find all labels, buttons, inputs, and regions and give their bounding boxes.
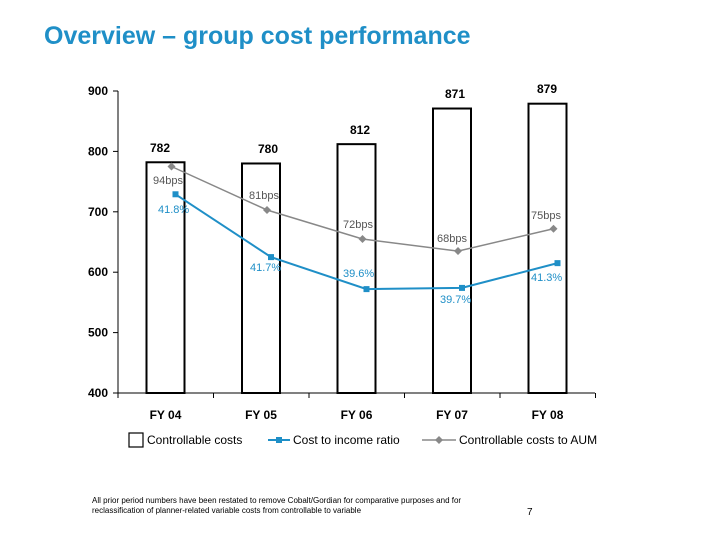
cost-to-income-label: 39.7% bbox=[440, 294, 471, 306]
cost-to-aum-marker bbox=[358, 234, 367, 243]
legend-line-diamond-icon bbox=[422, 436, 456, 444]
y-tick-label: 800 bbox=[88, 144, 108, 158]
x-tick-label: FY 05 bbox=[245, 408, 277, 422]
bar-series-controllable-costs bbox=[145, 102, 568, 395]
legend-line-square-icon bbox=[268, 437, 290, 443]
bar-value-label: 871 bbox=[445, 87, 465, 101]
y-tick-label: 400 bbox=[88, 386, 108, 400]
cost-to-income-marker bbox=[363, 286, 370, 293]
cost-to-aum-label: 81bps bbox=[249, 190, 279, 202]
x-tick-label: FY 06 bbox=[341, 408, 373, 422]
cost-to-aum-label: 75bps bbox=[531, 210, 561, 222]
page-title: Overview – group cost performance bbox=[44, 22, 471, 50]
bar bbox=[336, 143, 377, 394]
cost-to-income-marker bbox=[554, 260, 561, 267]
bar bbox=[527, 102, 568, 395]
bar-value-label: 780 bbox=[258, 142, 278, 156]
cost-to-aum-marker bbox=[263, 205, 271, 214]
legend-bar-swatch-icon bbox=[128, 432, 144, 448]
x-tick-label: FY 07 bbox=[436, 408, 468, 422]
cost-to-income-label: 41.7% bbox=[250, 262, 281, 274]
cost-to-aum-marker bbox=[549, 224, 558, 233]
bar-value-label: 782 bbox=[150, 141, 170, 155]
bar bbox=[145, 161, 186, 394]
legend-item-cost-to-income-ratio: Cost to income ratio bbox=[268, 432, 400, 448]
data-label-group: 782 780 812 871 879 41.8% 41.7% 39.6% 39.7% 41.3%… bbox=[150, 82, 562, 306]
bar-value-label: 879 bbox=[537, 82, 557, 96]
cost-to-income-label: 39.6% bbox=[343, 268, 374, 280]
cost-to-aum-marker bbox=[454, 247, 462, 256]
y-tick-label: 600 bbox=[88, 265, 108, 279]
cost-to-aum-label: 94bps bbox=[153, 175, 183, 187]
legend-label: Controllable costs to AUM bbox=[459, 433, 598, 447]
cost-to-income-marker bbox=[459, 284, 465, 291]
legend-label: Cost to income ratio bbox=[293, 433, 400, 447]
legend-item-controllable-costs-to-aum: Controllable costs to AUM bbox=[422, 432, 597, 448]
line-series-group bbox=[167, 162, 561, 293]
x-tick-label: FY 08 bbox=[532, 408, 564, 422]
cost-to-income-marker bbox=[268, 254, 274, 261]
cost-to-aum-label: 68bps bbox=[437, 233, 467, 245]
y-tick-label: 900 bbox=[88, 84, 108, 98]
x-tick-label: FY 04 bbox=[150, 408, 182, 422]
cost-to-income-label: 41.8% bbox=[158, 204, 189, 216]
y-tick-label: 700 bbox=[88, 205, 108, 219]
cost-to-income-marker bbox=[172, 191, 179, 198]
bar-value-label: 812 bbox=[350, 123, 370, 137]
page-number: 7 bbox=[527, 507, 533, 518]
cost-to-income-label: 41.3% bbox=[531, 272, 562, 284]
legend-item-controllable-costs: Controllable costs bbox=[128, 432, 242, 448]
y-tick-label: 500 bbox=[88, 326, 108, 340]
cost-to-aum-label: 72bps bbox=[343, 219, 373, 231]
footnote: All prior period numbers have been resta… bbox=[92, 496, 462, 515]
legend-label: Controllable costs bbox=[147, 433, 243, 447]
cost-to-aum-marker bbox=[167, 162, 176, 171]
